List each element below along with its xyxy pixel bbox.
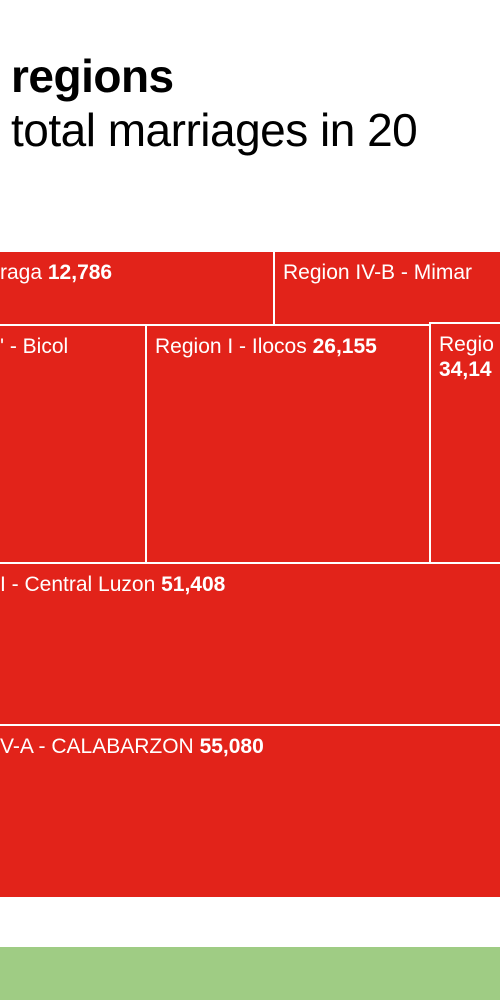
chart-subtitle: total marriages in 20 bbox=[11, 104, 418, 156]
chart-title: regions bbox=[11, 50, 174, 102]
footer-band bbox=[0, 947, 500, 1000]
treemap-tile: ' - Bicol bbox=[0, 324, 147, 564]
treemap-tile: raga 12,786 bbox=[0, 250, 275, 326]
tile-label: Region IV-B - Mimar bbox=[283, 261, 473, 284]
tile-label: Region I - Ilocos bbox=[155, 335, 307, 358]
treemap-tile: Region I - Ilocos 26,155 bbox=[145, 324, 431, 564]
tile-label: ' - Bicol bbox=[0, 335, 69, 358]
tile-label: raga bbox=[0, 261, 43, 284]
tile-label: I - Central Luzon bbox=[0, 573, 156, 596]
treemap-tile: V-A - CALABARZON 55,080 bbox=[0, 724, 500, 899]
tile-value: 34,14 bbox=[439, 358, 492, 381]
tile-label: V-A - CALABARZON bbox=[0, 735, 194, 758]
tile-value: 51,408 bbox=[161, 573, 226, 596]
tile-value: 55,080 bbox=[199, 735, 264, 758]
tile-value: 26,155 bbox=[312, 335, 377, 358]
treemap-tile: Regio 34,14 bbox=[429, 322, 500, 564]
treemap-tile: Region IV-B - Mimar bbox=[273, 250, 500, 326]
tile-value: 12,786 bbox=[47, 261, 113, 284]
treemap-tile: I - Central Luzon 51,408 bbox=[0, 562, 500, 726]
tile-label: Regio bbox=[439, 333, 494, 356]
